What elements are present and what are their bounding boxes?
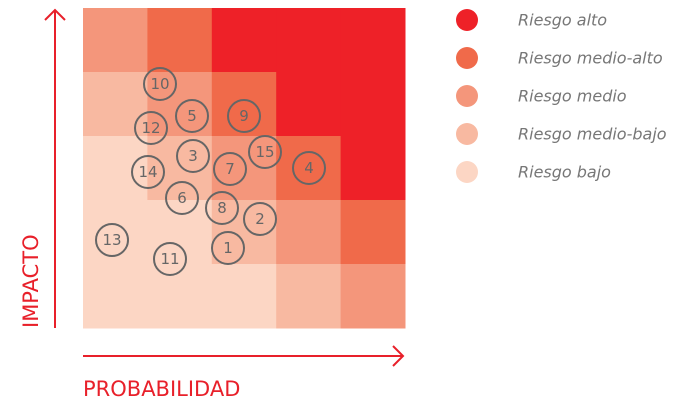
heat-cell bbox=[340, 8, 406, 73]
risk-number: 7 bbox=[225, 160, 235, 178]
x-arrowhead bbox=[392, 345, 405, 367]
heat-cell bbox=[83, 8, 148, 73]
risk-number: 10 bbox=[150, 75, 169, 93]
risk-circle bbox=[131, 155, 165, 189]
heat-cell bbox=[340, 72, 406, 137]
heat-cell bbox=[276, 8, 342, 73]
risk-circle bbox=[143, 67, 177, 101]
legend-label: Riesgo medio-alto bbox=[518, 49, 663, 68]
heat-cell bbox=[276, 136, 342, 201]
heat-cell bbox=[276, 200, 342, 265]
risk-number: 11 bbox=[160, 250, 179, 268]
heat-cell bbox=[147, 200, 213, 265]
risk-number: 13 bbox=[102, 231, 121, 249]
heat-cell bbox=[147, 8, 213, 73]
risk-circle bbox=[175, 99, 209, 133]
legend-swatch bbox=[456, 161, 478, 183]
risk-number: 14 bbox=[138, 163, 157, 181]
risk-circle bbox=[134, 111, 168, 145]
risk-circle bbox=[205, 191, 239, 225]
legend-label: Riesgo medio-bajo bbox=[518, 125, 667, 144]
risk-number: 4 bbox=[304, 159, 314, 177]
risk-number: 2 bbox=[255, 210, 265, 228]
risk-circle bbox=[227, 99, 261, 133]
legend-swatch bbox=[456, 47, 478, 69]
risk-circle bbox=[95, 223, 129, 257]
x-axis-label: PROBABILIDAD bbox=[83, 377, 240, 401]
risk-circle bbox=[176, 139, 210, 173]
legend-swatch bbox=[456, 85, 478, 107]
risk-circle bbox=[292, 151, 326, 185]
risk-number: 6 bbox=[177, 189, 187, 207]
heat-cell bbox=[276, 264, 342, 329]
heat-cell bbox=[83, 264, 148, 329]
heat-cell bbox=[211, 72, 277, 137]
heat-cell bbox=[340, 136, 406, 201]
risk-number: 12 bbox=[141, 119, 160, 137]
risk-circle bbox=[153, 242, 187, 276]
heat-cell bbox=[211, 264, 277, 329]
risk-circle bbox=[165, 181, 199, 215]
heat-cell bbox=[340, 200, 406, 265]
legend-swatch bbox=[456, 9, 478, 31]
legend-label: Riesgo alto bbox=[518, 11, 607, 30]
heat-grid bbox=[83, 8, 406, 329]
legend-label: Riesgo medio bbox=[518, 87, 627, 106]
heat-cell bbox=[340, 264, 406, 329]
heat-cell bbox=[147, 264, 213, 329]
legend-label: Riesgo bajo bbox=[518, 163, 611, 182]
heat-cell bbox=[83, 136, 148, 201]
heat-cell bbox=[83, 200, 148, 265]
risk-number: 3 bbox=[188, 147, 198, 165]
risk-number: 5 bbox=[187, 107, 197, 125]
y-axis-label: IMPACTO bbox=[19, 234, 43, 328]
risk-number: 9 bbox=[239, 107, 249, 125]
legend: Riesgo alto Riesgo medio-alto Riesgo medio… bbox=[456, 9, 667, 183]
risk-circle bbox=[213, 152, 247, 186]
heat-cell bbox=[83, 72, 148, 137]
risk-circle bbox=[211, 231, 245, 265]
y-arrowhead bbox=[44, 8, 66, 21]
risk-circle bbox=[248, 135, 282, 169]
risk-number: 1 bbox=[223, 239, 233, 257]
legend-swatch bbox=[456, 123, 478, 145]
heat-cell bbox=[211, 8, 277, 73]
risk-number: 8 bbox=[217, 199, 227, 217]
heat-cell bbox=[276, 72, 342, 137]
risk-circle bbox=[243, 202, 277, 236]
risk-number: 15 bbox=[255, 143, 274, 161]
